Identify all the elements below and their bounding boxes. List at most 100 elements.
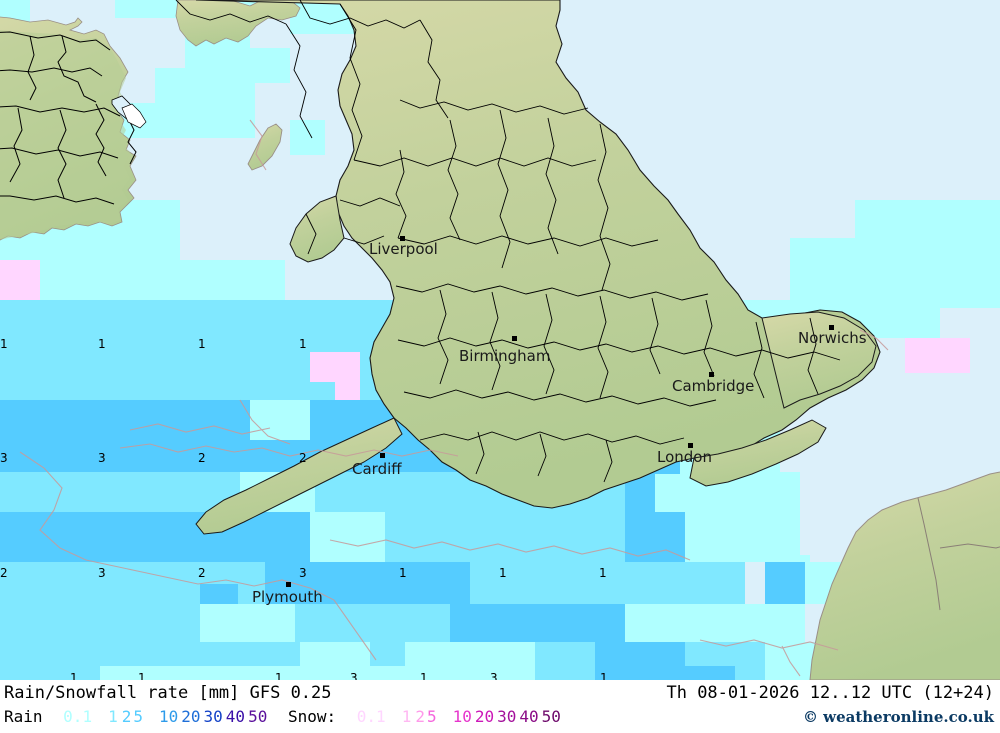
city-label-norwichs: Norwichs [798,329,867,347]
precip-cell [300,642,370,680]
precip-cell [155,68,255,103]
snow-scale-step-20: 20 [474,707,495,726]
snow-scale-step-40: 40 [519,707,539,726]
precip-cell [705,604,805,642]
precip-cell [385,472,465,512]
precip-cell [535,666,595,680]
precip-value-label: 1 [0,337,8,351]
precip-cell [200,604,295,642]
precip-cell [290,120,325,155]
precip-cell [0,320,60,338]
precip-cell [265,562,470,604]
map-title: Rain/Snowfall rate [mm] GFS 0.25 [4,683,332,703]
snow-scale-step-5: 5 [426,707,437,726]
precip-value-label: 1 [600,671,608,680]
precip-cell [0,604,200,642]
model-run-timestamp: Th 08-01-2026 12..12 UTC (12+24) [666,683,994,703]
precip-value-label: 1 [299,337,307,351]
precip-value-label: 3 [98,566,106,580]
river-network [19,119,889,677]
city-marker-dot [400,236,405,241]
city-marker-dot [829,325,834,330]
precip-cell [595,642,685,680]
rain-scale-step-10: 10 [159,707,179,726]
precip-cell [625,604,705,642]
rain-color-scale: 0.1 1 2 5 10 20 30 40 50 [52,707,278,726]
snow-color-scale: 0.1 1 2 5 10 20 30 40 50 [346,707,572,726]
precip-value-label: 3 [0,451,8,465]
precip-cell [450,604,545,642]
isle-of-man [247,123,283,171]
precip-cell [685,666,735,680]
precip-cell [180,562,265,584]
precip-cell [115,0,185,18]
rain-scale-step-40: 40 [225,707,246,726]
snow-scale-step-2: 2 [415,707,425,726]
precip-value-label: 1 [198,337,206,351]
precip-cell [545,604,625,642]
rain-scale-step-2: 2 [121,707,132,726]
snow-legend-label: Snow: [287,707,337,726]
city-label-london: London [657,448,712,466]
precip-value-label: 2 [299,451,307,465]
precip-value-label: 1 [98,337,106,351]
rain-scale-step-20: 20 [181,707,201,726]
precip-cell [0,260,40,300]
city-marker-dot [688,443,693,448]
city-label-cambridge: Cambridge [672,377,755,395]
rain-scale-step-0.1: 0.1 [63,707,93,726]
precip-cell [765,562,805,604]
precip-cell [645,562,745,604]
rain-scale-step-50: 50 [248,707,268,726]
precip-value-label: 2 [0,566,8,580]
precip-cell [0,472,240,512]
precip-value-label: 1 [138,671,146,680]
administrative-borders [175,0,841,483]
precip-cell [735,666,765,680]
city-label-birmingham: Birmingham [459,347,551,365]
copyright-notice: © weatheronline.co.uk [802,708,994,726]
city-marker-dot [286,582,291,587]
geography-layer [0,0,1000,680]
snow-scale-step-10: 10 [452,707,472,726]
city-label-liverpool: Liverpool [369,240,438,258]
rain-legend-label: Rain [4,707,43,726]
precip-cell [250,400,310,440]
snow-scale-step-30: 30 [497,707,517,726]
precip-cell [370,642,405,666]
city-marker-dot [709,372,714,377]
great-britain-landmass [175,0,881,535]
precip-cell [0,642,100,680]
precip-value-label: 1 [275,671,283,680]
precip-cell [375,604,450,642]
map-footer: Rain/Snowfall rate [mm] GFS 0.25 Th 08-0… [0,680,1000,733]
precip-cell [0,300,420,338]
city-marker-dot [380,453,385,458]
precip-cell [370,666,550,680]
rain-scale-step-1: 1 [108,707,118,726]
ireland-landmass [0,16,147,241]
rain-scale-step-5: 5 [133,707,143,726]
precip-value-label: 3 [98,451,106,465]
precip-cell [310,512,385,562]
city-label-plymouth: Plymouth [252,588,323,606]
precip-cell [470,562,550,604]
precip-value-label: 2 [198,566,206,580]
precip-value-label: 2 [198,451,206,465]
precip-cell [905,338,970,373]
precip-cell [295,604,375,642]
rain-scale-step-30: 30 [203,707,223,726]
precip-cell [0,562,68,604]
precip-cell [550,562,645,604]
precipitation-legend: Rain 0.1 1 2 5 10 20 30 40 50 Snow: 0.1 1 2 5 10 20 30… [4,707,572,726]
precipitation-map[interactable]: Liverpool Birmingham Norwichs Cambridge Lond… [0,0,1000,680]
precip-cell [855,200,1000,238]
precip-cell [185,48,225,68]
precip-value-label: 3 [299,566,307,580]
precip-cell [100,642,300,666]
precip-cell [790,238,1000,308]
precip-cell [0,512,310,562]
precip-cell [385,512,465,562]
precip-cell [68,562,200,604]
